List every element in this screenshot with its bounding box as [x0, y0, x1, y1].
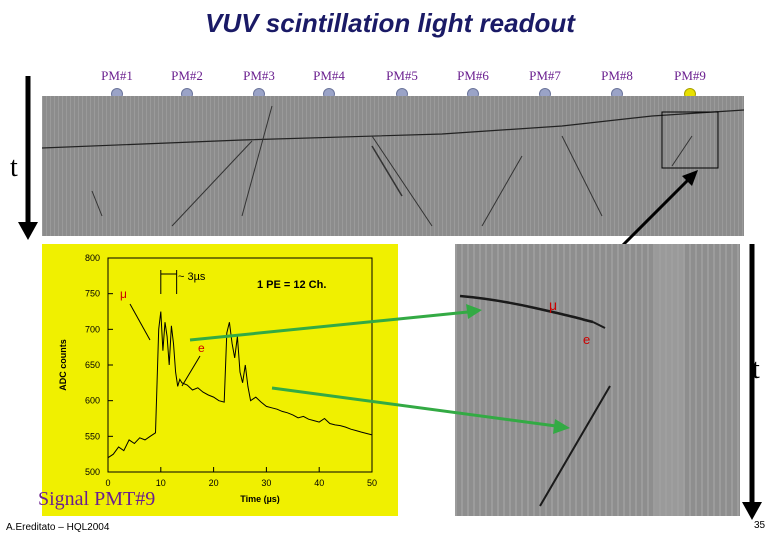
electron-track	[671, 135, 693, 167]
pm-label-5: PM#5	[386, 68, 418, 83]
track-segment	[371, 145, 403, 197]
track-segment	[241, 105, 273, 217]
electron-pointer	[181, 355, 201, 387]
zoom-electron-label: e	[583, 332, 590, 347]
adc-signal-chart: 0 10 20 30 40 50 500 550 600 650 700 750 800 Time (µs…	[58, 253, 377, 504]
arrow-electron-head	[553, 419, 570, 434]
tpc-event-display	[42, 96, 744, 236]
zoom-muon-label: μ	[549, 297, 557, 313]
zoom-pointer-arrow	[620, 176, 692, 248]
time-label-right: t	[752, 354, 760, 385]
electron-shower-track	[539, 385, 611, 507]
interval-annotation: ~ 3µs	[178, 271, 206, 283]
author-footer: A.Ereditato – HQL2004	[6, 522, 110, 533]
signal-plot-panel: 0 10 20 30 40 50 500 550 600 650 700 750 800 Time (µs…	[42, 244, 398, 516]
y-tick-label: 600	[85, 396, 100, 406]
pe-annotation: 1 PE = 12 Ch.	[257, 279, 326, 291]
muon-track-zoom	[459, 294, 594, 324]
track-segment	[91, 190, 103, 217]
zoom-region-box	[661, 111, 719, 169]
track-segment	[561, 135, 603, 217]
y-axis-label: ADC counts	[58, 339, 68, 391]
x-tick-label: 20	[209, 478, 219, 488]
zoom-background	[455, 244, 740, 516]
arrow-muon-correlation	[189, 310, 469, 342]
pm-label-2: PM#2	[171, 68, 203, 83]
signal-label: Signal PMT#9	[38, 488, 156, 510]
pm-label-9: PM#9	[674, 68, 706, 83]
zoomed-event-display: μ e	[455, 244, 740, 516]
x-tick-label: 10	[156, 478, 166, 488]
x-tick-label: 40	[314, 478, 324, 488]
tpc-tracks	[42, 96, 744, 236]
pm-label-3: PM#3	[243, 68, 275, 83]
arrow-muon-head	[466, 304, 482, 319]
time-arrow-left-head	[18, 222, 38, 240]
pm-label-4: PM#4	[313, 68, 345, 83]
zoom-band	[655, 244, 685, 516]
x-tick-label: 50	[367, 478, 377, 488]
time-arrow-right-head	[742, 502, 762, 520]
page-title: VUV scintillation light readout	[205, 8, 575, 38]
track-segment	[171, 140, 253, 227]
signal-line	[107, 311, 373, 459]
y-tick-label: 650	[85, 360, 100, 370]
pm-label-8: PM#8	[601, 68, 633, 83]
track-segment	[481, 155, 523, 227]
pm-label-7: PM#7	[529, 68, 561, 83]
x-tick-label: 0	[105, 478, 110, 488]
pm-label-6: PM#6	[457, 68, 489, 83]
zoom-pointer-arrow-head	[682, 170, 698, 186]
electron-track-zoom	[592, 321, 606, 329]
y-tick-label: 550	[85, 431, 100, 441]
y-tick-label: 500	[85, 467, 100, 477]
y-tick-label: 800	[85, 253, 100, 263]
muon-track	[42, 109, 744, 149]
track-segment	[371, 135, 433, 227]
electron-annotation: e	[198, 341, 205, 355]
x-axis-label: Time (µs)	[240, 494, 280, 504]
zoom-tracks: μ e	[455, 244, 740, 516]
time-label-left: t	[10, 152, 18, 183]
pm-label-1: PM#1	[101, 68, 133, 83]
muon-pointer	[129, 303, 151, 341]
y-tick-label: 700	[85, 324, 100, 334]
arrow-electron-correlation	[271, 386, 557, 428]
muon-annotation: μ	[120, 287, 127, 301]
x-tick-label: 30	[261, 478, 271, 488]
y-tick-label: 750	[85, 289, 100, 299]
page-number: 35	[754, 520, 766, 531]
